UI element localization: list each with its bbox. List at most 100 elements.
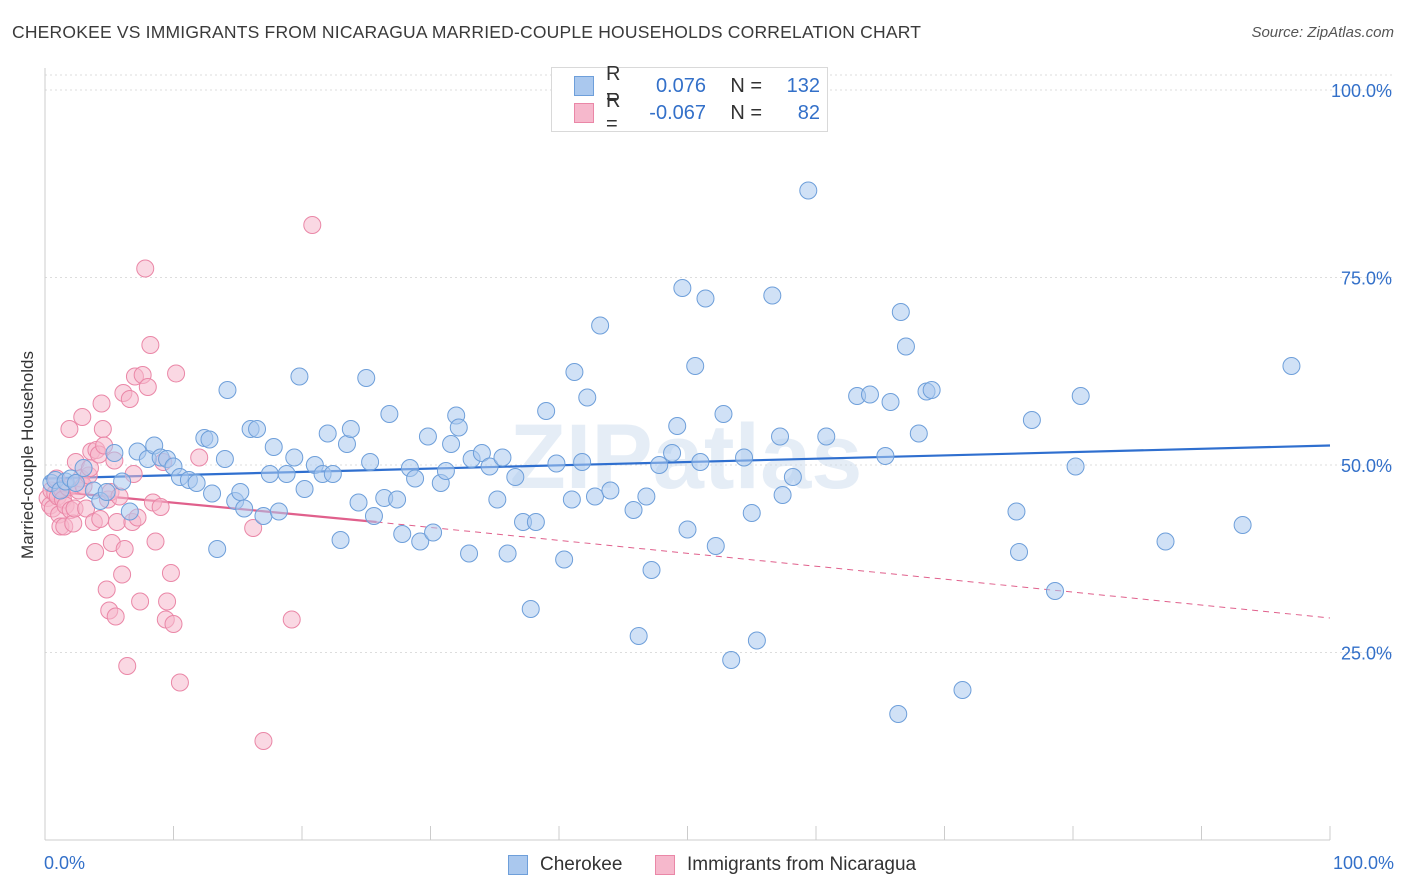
series-cherokee-points <box>42 181 1301 723</box>
point-cherokee <box>290 367 309 386</box>
point-cherokee <box>691 453 710 471</box>
point-cherokee <box>573 453 592 471</box>
point-cherokee <box>449 418 468 437</box>
point-cherokee <box>735 448 754 467</box>
point-cherokee <box>585 487 604 506</box>
point-cherokee <box>406 469 425 488</box>
point-cherokee <box>506 468 525 486</box>
point-cherokee <box>295 480 314 498</box>
point-cherokee <box>393 525 412 543</box>
legend-item-nicaragua: Immigrants from Nicaragua <box>655 852 916 878</box>
point-cherokee <box>578 388 597 407</box>
point-cherokee <box>331 531 350 549</box>
point-cherokee <box>460 544 479 563</box>
r-label: R = <box>606 63 621 108</box>
legend-swatch-nicaragua <box>655 855 675 875</box>
point-cherokee <box>642 561 661 579</box>
point-cherokee <box>537 402 556 420</box>
point-cherokee <box>203 484 222 503</box>
point-nicaragua <box>167 364 186 383</box>
point-nicaragua <box>164 615 183 633</box>
point-nicaragua <box>141 336 160 354</box>
point-cherokee <box>678 520 697 539</box>
point-cherokee <box>565 363 584 381</box>
point-nicaragua <box>244 519 263 537</box>
point-cherokee <box>357 369 376 387</box>
series-legend: Cherokee Immigrants from Nicaragua <box>0 852 1406 878</box>
point-cherokee <box>200 430 219 449</box>
y-tick-label: 100.0% <box>1331 81 1392 101</box>
point-nicaragua <box>282 610 301 629</box>
point-cherokee <box>488 490 507 509</box>
point-nicaragua <box>146 532 165 551</box>
point-cherokee <box>624 501 643 519</box>
point-nicaragua <box>136 259 155 278</box>
point-cherokee <box>215 450 234 468</box>
legend-row-nicaragua: R = -0.067 N = 82 <box>574 90 820 135</box>
point-nicaragua <box>131 592 150 611</box>
point-nicaragua <box>158 592 177 611</box>
point-cherokee <box>218 381 237 399</box>
point-cherokee <box>881 393 900 411</box>
point-cherokee <box>113 472 132 491</box>
point-nicaragua <box>170 673 189 692</box>
point-cherokee <box>323 465 342 483</box>
axes <box>44 68 1331 841</box>
point-nicaragua <box>190 448 209 467</box>
point-cherokee <box>696 289 715 308</box>
watermark: ZIPatlas <box>510 406 863 508</box>
point-cherokee <box>74 459 93 477</box>
point-nicaragua <box>93 420 112 438</box>
point-cherokee <box>722 651 741 669</box>
point-cherokee <box>783 468 802 486</box>
point-cherokee <box>1046 582 1065 600</box>
point-cherokee <box>442 435 461 453</box>
point-cherokee <box>364 507 383 525</box>
point-cherokee <box>418 427 437 446</box>
point-cherokee <box>591 316 610 335</box>
point-cherokee <box>817 427 836 446</box>
point-nicaragua <box>73 408 92 426</box>
point-cherokee <box>264 438 283 456</box>
point-cherokee <box>349 493 368 512</box>
point-cherokee <box>208 540 227 558</box>
n-label: N = <box>730 101 762 124</box>
legend-swatch-cherokee <box>574 76 594 96</box>
r-label: R = <box>606 90 621 135</box>
source-label: Source: ZipAtlas.com <box>1251 24 1394 41</box>
point-cherokee <box>896 337 915 356</box>
y-tick-label: 75.0% <box>1341 269 1392 289</box>
point-cherokee <box>526 513 545 531</box>
point-cherokee <box>472 444 491 462</box>
point-cherokee <box>424 523 443 542</box>
point-cherokee <box>714 405 733 423</box>
point-cherokee <box>771 427 790 446</box>
point-cherokee <box>953 681 972 699</box>
point-cherokee <box>260 465 279 483</box>
point-cherokee <box>562 490 581 509</box>
point-nicaragua <box>118 657 137 675</box>
point-cherokee <box>493 448 512 467</box>
point-cherokee <box>361 453 380 471</box>
point-cherokee <box>277 465 296 483</box>
point-nicaragua <box>113 565 132 584</box>
point-cherokee <box>341 420 360 438</box>
point-nicaragua <box>303 216 322 234</box>
point-nicaragua <box>254 732 273 750</box>
point-cherokee <box>637 487 656 506</box>
point-cherokee <box>498 544 517 563</box>
point-cherokee <box>254 507 273 525</box>
point-cherokee <box>1233 516 1252 534</box>
point-cherokee <box>909 424 928 443</box>
point-nicaragua <box>91 510 110 528</box>
point-cherokee <box>480 457 499 476</box>
point-cherokee <box>742 504 761 522</box>
point-nicaragua <box>138 378 157 396</box>
point-nicaragua <box>151 498 170 516</box>
trendline-nicaragua-extended <box>376 521 1331 619</box>
point-nicaragua <box>92 394 111 413</box>
point-cherokee <box>436 462 455 480</box>
legend-label-nicaragua: Immigrants from Nicaragua <box>687 854 917 875</box>
point-cherokee <box>1282 357 1301 375</box>
point-cherokee <box>411 532 430 551</box>
